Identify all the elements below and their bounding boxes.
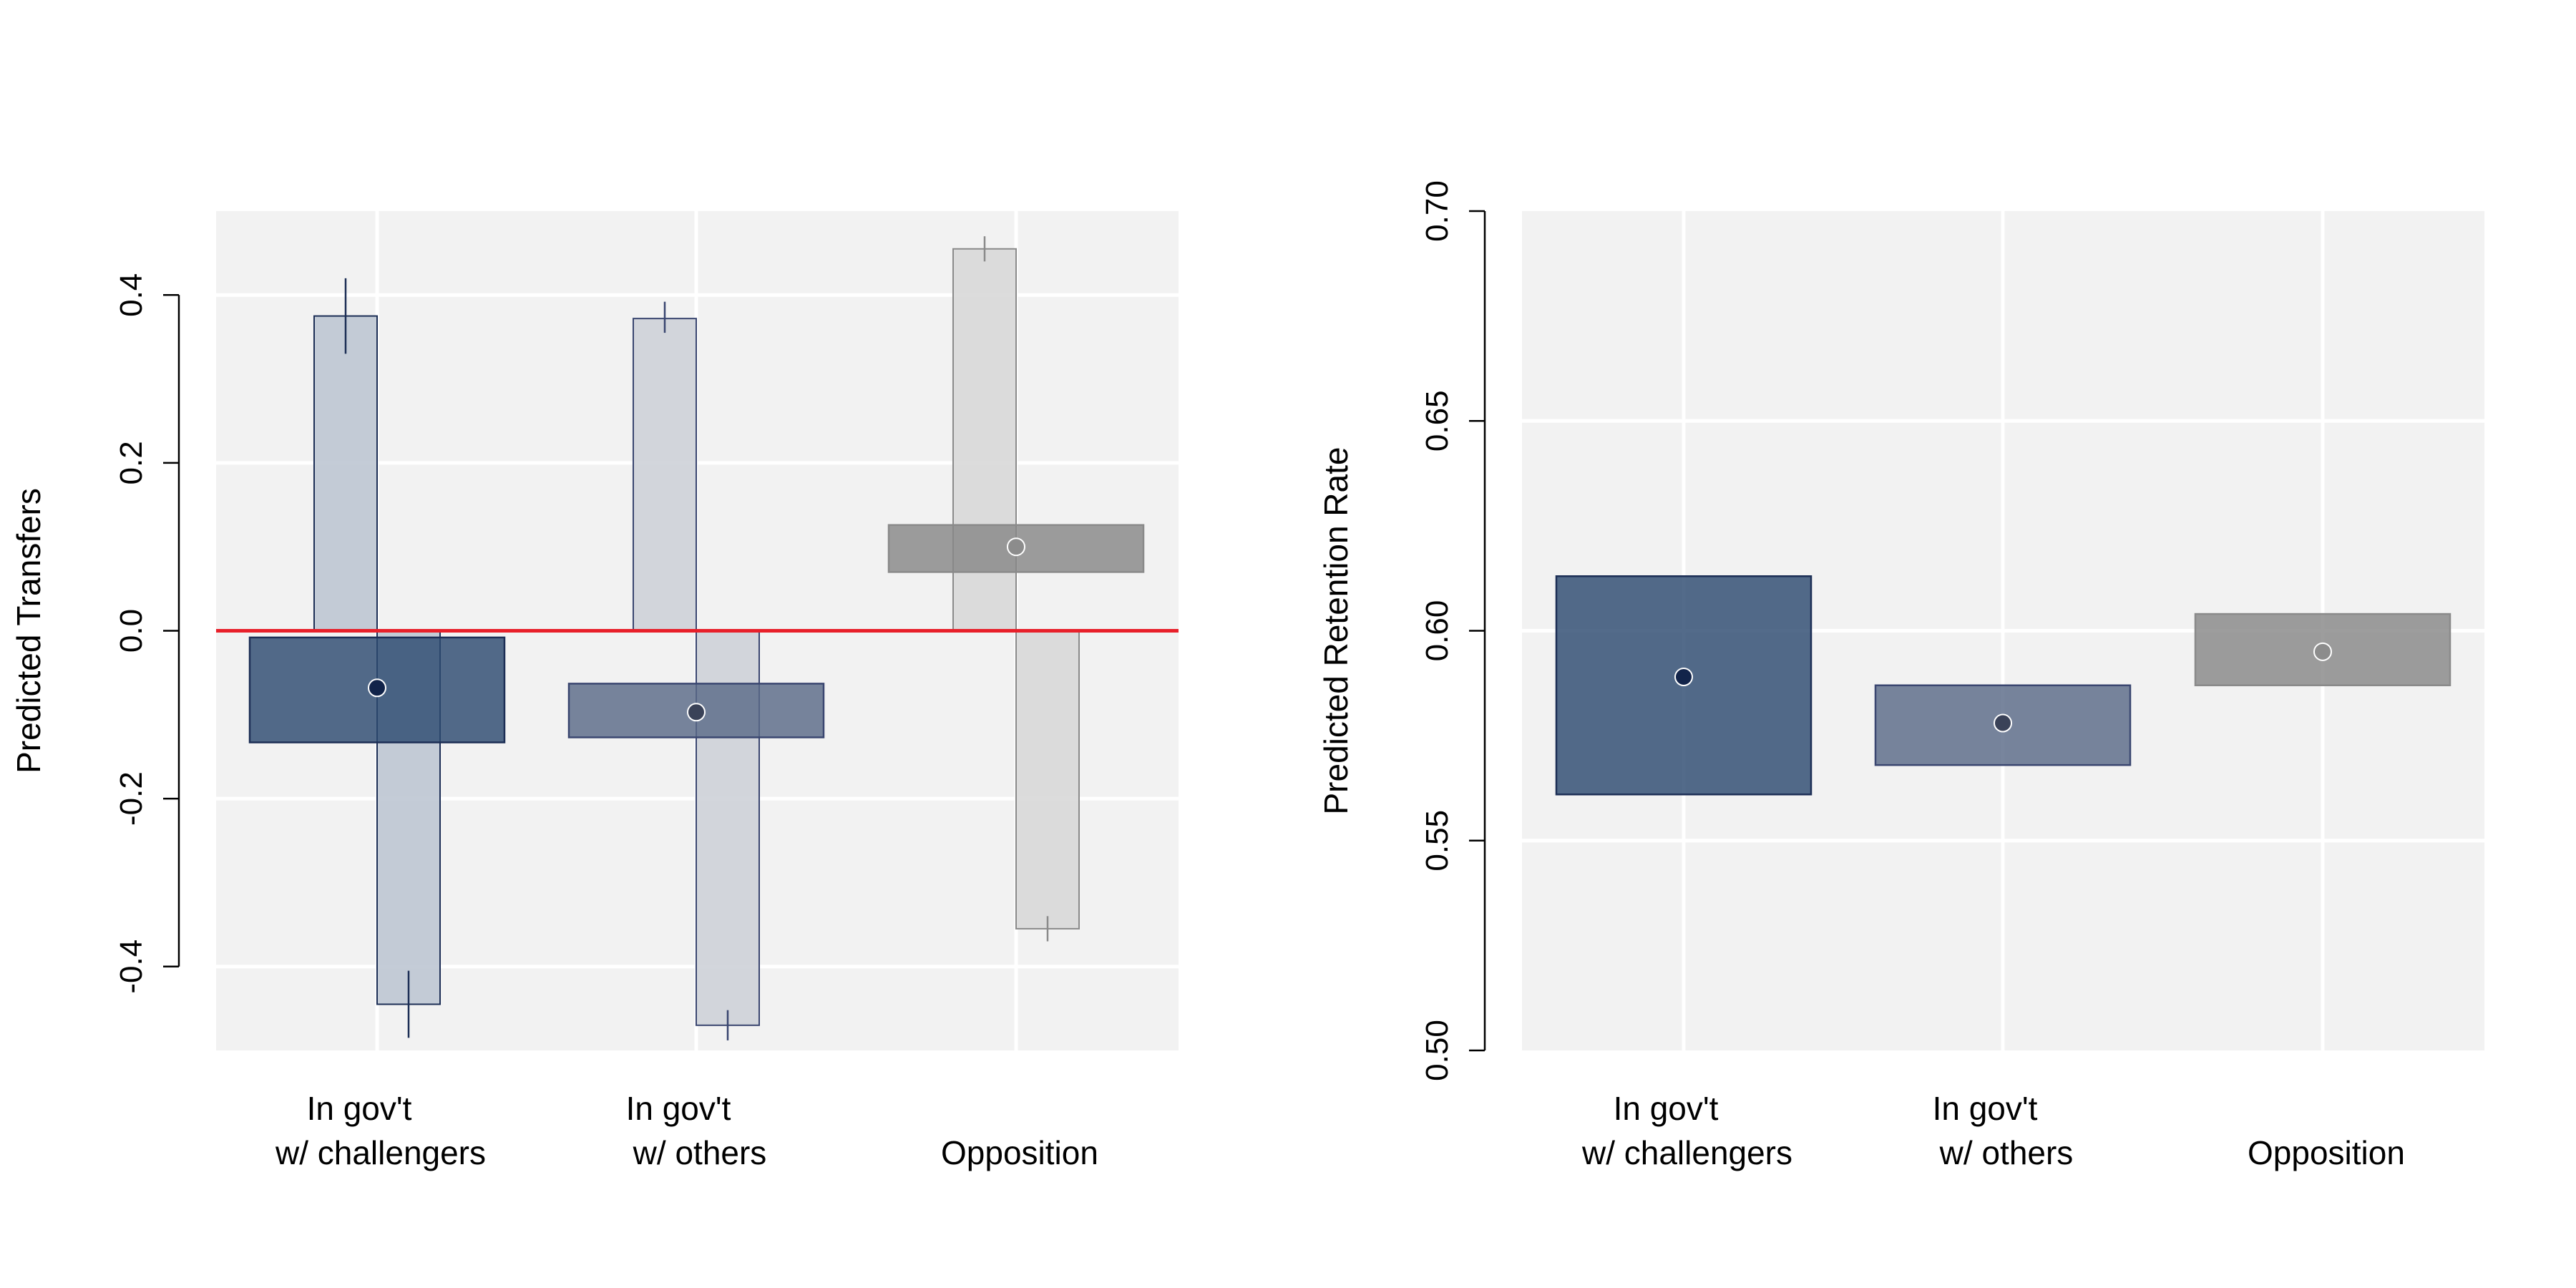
bar-left — [633, 318, 697, 632]
y-axis-title: Predicted Retention Rate — [1317, 447, 1355, 815]
y-tick-label: 0.0 — [114, 609, 149, 653]
category-label-line2: Opposition — [2248, 1134, 2405, 1171]
category-label-line2: w/ challengers — [275, 1134, 486, 1171]
category-label-line2: w/ others — [633, 1134, 767, 1171]
y-tick-label: -0.2 — [114, 771, 149, 826]
category-label-line2: w/ others — [1939, 1134, 2074, 1171]
bar-right — [1015, 630, 1080, 930]
point-estimate — [2313, 642, 2332, 661]
y-tick-label: -0.4 — [114, 940, 149, 994]
point-estimate — [368, 678, 386, 698]
point-estimate — [1007, 537, 1025, 557]
bar-left — [952, 248, 1017, 632]
y-axis-title: Predicted Transfers — [10, 488, 47, 774]
point-estimate — [1994, 713, 2012, 733]
transfers-chart: -0.4 -0.2 0.0 0.2 0.4 Predicted Transfers In g… — [10, 211, 1179, 1171]
y-tick-label: 0.70 — [1420, 180, 1455, 242]
interval-box — [567, 683, 825, 738]
y-tick-label: 0.2 — [114, 441, 149, 484]
category-label-line1: In gov't — [307, 1090, 412, 1127]
point-estimate — [687, 703, 706, 722]
y-tick-label: 0.50 — [1420, 1020, 1455, 1081]
bar-left — [313, 315, 378, 632]
y-tick-label: 0.65 — [1420, 390, 1455, 452]
retention-chart: 0.50 0.55 0.60 0.65 0.70 Predicted Retention … — [1317, 180, 2484, 1171]
y-tick-label: 0.60 — [1420, 600, 1455, 662]
y-tick-label: 0.4 — [114, 273, 149, 317]
category-label-line1: In gov't — [1614, 1090, 1719, 1127]
y-tick-label: 0.55 — [1420, 810, 1455, 872]
category-label-line2: w/ challengers — [1581, 1134, 1792, 1171]
category-label-line1: In gov't — [626, 1090, 731, 1127]
interval-box — [248, 636, 506, 743]
category-label-line1: In gov't — [1933, 1090, 2038, 1127]
category-label-line2: Opposition — [941, 1134, 1098, 1171]
point-estimate — [1674, 668, 1693, 687]
